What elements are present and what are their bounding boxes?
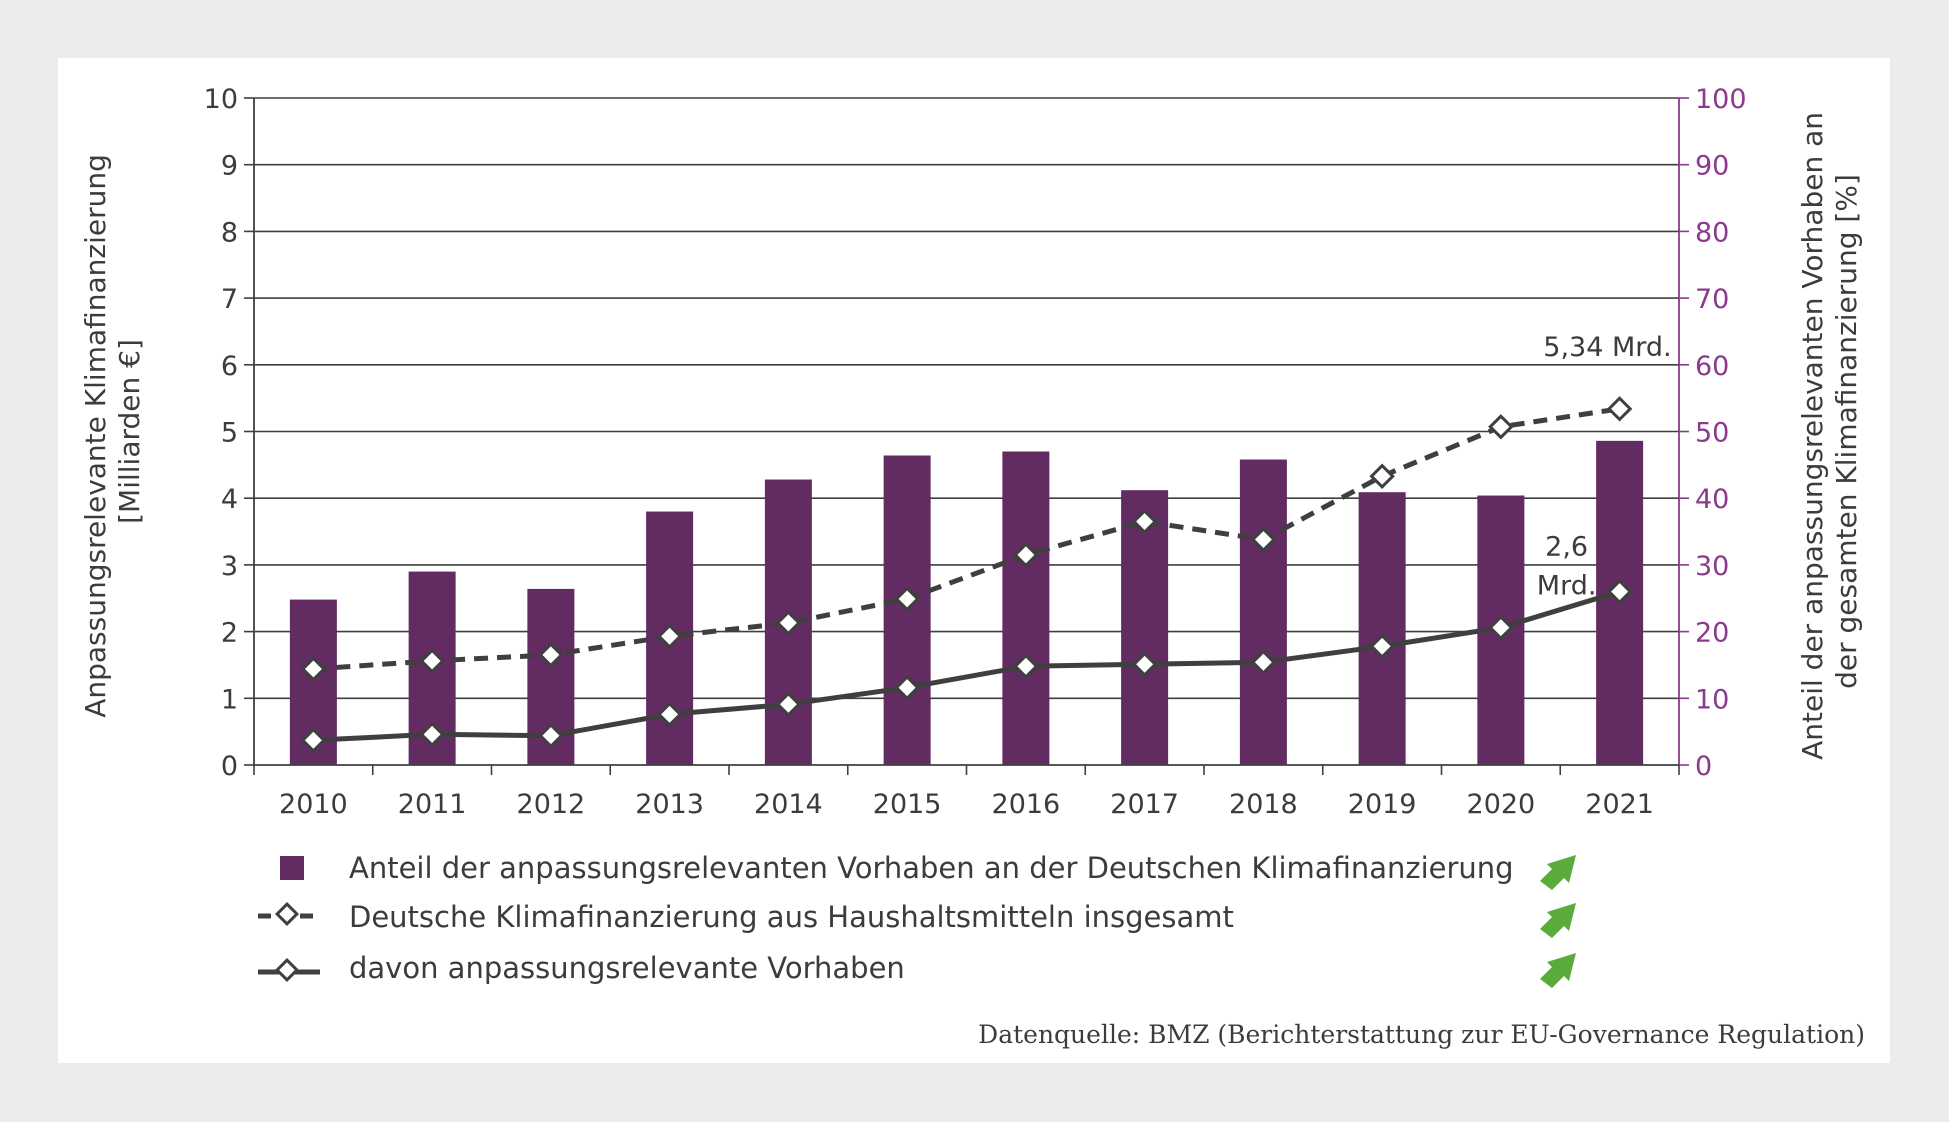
adaptation-diamond-marker [656, 701, 683, 728]
left-tick-label: 0 [221, 751, 238, 782]
axes [244, 97, 1689, 775]
right-axis-title-line-1: Anteil der anpassungsrelevanten Vorhaben… [1796, 112, 1829, 760]
gridlines [254, 97, 1679, 700]
right-tick-label: 20 [1695, 618, 1729, 649]
trend-up-arrow-icon [1540, 953, 1576, 988]
right-tick-label: 70 [1695, 284, 1729, 315]
left-tick-label: 5 [221, 418, 238, 449]
legend-diamond-marker-adaptation [274, 957, 300, 983]
trend-up-arrow-icon [1540, 903, 1576, 938]
adaptation-diamond-marker [1250, 649, 1277, 675]
right-tick-label: 30 [1695, 551, 1729, 582]
adaptation-diamond-marker [1013, 653, 1039, 679]
adaptation-diamond-marker [419, 721, 445, 748]
adaptation-diamond-marker [300, 727, 327, 754]
right-tick-label: 60 [1695, 351, 1729, 382]
annotation-adaptation-2021-unit: Mrd. [1537, 571, 1597, 602]
bar [1358, 492, 1406, 765]
trend-up-arrow-shape [1540, 953, 1576, 988]
x-tick-label: 2016 [992, 789, 1061, 820]
x-tick-label: 2012 [517, 789, 586, 820]
total-financing-diamond-marker [419, 648, 445, 674]
right-tick-label: 10 [1695, 684, 1729, 715]
legend-label-total: Deutsche Klimafinanzierung aus Haushalts… [349, 900, 1234, 934]
x-tick-label: 2017 [1110, 789, 1179, 820]
x-tick-label: 2010 [279, 789, 348, 820]
left-tick-label: 3 [221, 551, 238, 582]
right-tick-label: 50 [1695, 418, 1729, 449]
adaptation-diamond-marker [1369, 633, 1395, 660]
total-financing-line [313, 406, 1620, 672]
x-tick-label: 2019 [1348, 789, 1417, 820]
left-axis-title: Anpassungsrelevante Klimafinanzierung [M… [79, 145, 146, 718]
left-axis-title-line-1: Anpassungsrelevante Klimafinanzierung [79, 154, 112, 718]
x-tick-label: 2018 [1229, 789, 1298, 820]
x-tick-label: 2014 [754, 789, 823, 820]
total-financing-diamond-marker [656, 623, 683, 650]
bar-series [289, 440, 1644, 765]
bar [1121, 490, 1169, 765]
total-financing-diamond-marker [1250, 526, 1277, 553]
legend-item-adaptation: davon anpassungsrelevante Vorhaben [258, 951, 1576, 988]
trend-up-arrow-icon [1540, 855, 1576, 890]
legend-item-total: Deutsche Klimafinanzierung aus Haushalts… [258, 900, 1576, 938]
legend-label-bars: Anteil der anpassungsrelevanten Vorhaben… [349, 851, 1514, 885]
source-note: Datenquelle: BMZ (Berichterstattung zur … [978, 1020, 1865, 1049]
total-financing-diamond-marker [1131, 508, 1158, 535]
total-financing-diamond-marker [1013, 542, 1039, 568]
total-financing-diamond-marker [1369, 463, 1395, 489]
right-axis-title: Anteil der anpassungsrelevanten Vorhaben… [1796, 103, 1863, 760]
x-tick-label: 2011 [398, 789, 467, 820]
legend-bar-swatch [280, 856, 304, 880]
right-tick-label: 100 [1695, 84, 1747, 115]
total-financing-diamond-marker [300, 656, 327, 682]
x-tick-label: 2021 [1585, 789, 1654, 820]
legend-label-adaptation: davon anpassungsrelevante Vorhaben [349, 951, 905, 985]
left-tick-label: 9 [221, 151, 238, 182]
bar [1002, 451, 1050, 765]
left-tick-label: 4 [221, 484, 238, 515]
trend-up-arrow-shape [1540, 855, 1576, 890]
adaptation-diamond-marker [775, 691, 802, 718]
legend-diamond-marker-total [274, 901, 300, 927]
left-tick-label: 2 [221, 618, 238, 649]
total-financing-diamond-marker [894, 586, 920, 612]
x-tick-label: 2013 [635, 789, 704, 820]
adaptation-diamond-marker [1131, 651, 1158, 678]
adaptation-diamond-marker [1606, 578, 1633, 605]
left-tick-label: 8 [221, 217, 238, 248]
right-tick-label: 90 [1695, 151, 1729, 182]
bar [1239, 459, 1287, 765]
left-axis-title-line-2: [Milliarden €] [113, 339, 146, 524]
total-financing-diamond-marker [538, 642, 564, 668]
adaptation-diamond-marker [894, 674, 920, 701]
chart-card: 0 1 2 3 4 5 6 7 8 9 10 0 10 20 30 40 50 60 70 80 90 100 2010 20… [58, 58, 1890, 1063]
adaptation-diamond-marker [538, 722, 564, 749]
adaptation-line [313, 589, 1621, 743]
adaptation-diamond-marker [1488, 614, 1514, 641]
x-tick-label: 2015 [873, 789, 942, 820]
right-tick-label: 0 [1695, 751, 1712, 782]
right-tick-label: 40 [1695, 484, 1729, 515]
line-series [300, 396, 1633, 754]
total-financing-diamond-marker [775, 610, 802, 636]
left-tick-label: 6 [221, 351, 238, 382]
total-financing-diamond-marker [1488, 414, 1514, 440]
annotation-adaptation-2021-value: 2,6 [1545, 532, 1588, 563]
legend-item-bars: Anteil der anpassungsrelevanten Vorhaben… [280, 851, 1576, 890]
left-tick-label: 7 [221, 284, 238, 315]
annotation-total-2021: 5,34 Mrd. [1543, 332, 1671, 363]
right-tick-label: 80 [1695, 217, 1729, 248]
total-financing-diamond-marker [1606, 396, 1633, 422]
legend: Anteil der anpassungsrelevanten Vorhaben… [258, 851, 1576, 988]
x-tick-label: 2020 [1467, 789, 1536, 820]
right-axis-title-line-2: der gesamten Klimafinanzierung [%] [1830, 174, 1863, 689]
trend-up-arrow-shape [1540, 903, 1576, 938]
left-tick-label: 10 [204, 84, 238, 115]
left-tick-label: 1 [221, 684, 238, 715]
